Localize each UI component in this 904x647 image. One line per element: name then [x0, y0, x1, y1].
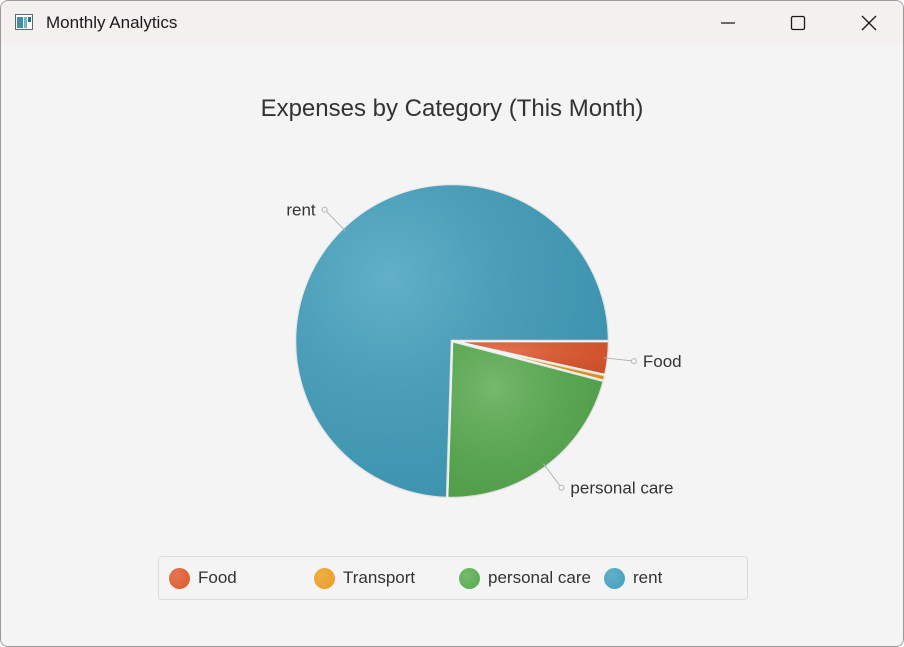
legend-item-food: Food — [169, 567, 237, 589]
app-window-icon — [15, 14, 33, 30]
slice-label-food: Food — [643, 352, 682, 371]
slice-label-rent: rent — [286, 201, 316, 220]
window-title: Monthly Analytics — [46, 13, 178, 32]
pie-slice-shade-personal-care — [447, 341, 604, 498]
chart-area: Expenses by Category (This Month) Food pe… — [1, 45, 903, 646]
close-button[interactable] — [839, 1, 899, 45]
legend-swatch-rent — [604, 567, 625, 589]
legend-swatch-personal-care — [459, 567, 480, 589]
maximize-button[interactable] — [768, 1, 828, 45]
title-bar[interactable]: Monthly Analytics — [1, 1, 903, 45]
label-leader-rent — [324, 209, 346, 232]
chart-legend: Food Transport personal care rent — [158, 556, 748, 600]
label-anchor-food — [630, 358, 637, 365]
label-leader-food — [604, 357, 634, 362]
close-icon — [861, 15, 877, 31]
chart-title: Expenses by Category (This Month) — [260, 95, 644, 122]
legend-swatch-transport — [314, 567, 335, 589]
legend-label-rent: rent — [633, 568, 663, 587]
legend-item-transport: Transport — [314, 567, 415, 589]
pie-chart: Food personal care rent — [286, 182, 682, 500]
pie-labels: Food personal care rent — [286, 201, 681, 498]
slice-label-personal-care: personal care — [570, 479, 673, 498]
label-anchor-rent — [321, 206, 328, 213]
label-anchor-personal-care — [558, 484, 565, 491]
pie-slices — [293, 182, 611, 500]
legend-label-transport: Transport — [343, 568, 416, 587]
legend-item-personal-care: personal care — [459, 567, 591, 589]
legend-item-rent: rent — [604, 567, 662, 589]
minimize-icon — [721, 22, 735, 24]
minimize-button[interactable] — [698, 1, 758, 45]
pie-slice-shade-rent — [295, 184, 609, 498]
legend-label-food: Food — [198, 568, 237, 587]
label-leader-personal-care — [543, 463, 562, 488]
maximize-icon — [790, 15, 806, 31]
legend-swatch-food — [169, 567, 190, 589]
legend-label-personal-care: personal care — [488, 568, 592, 587]
